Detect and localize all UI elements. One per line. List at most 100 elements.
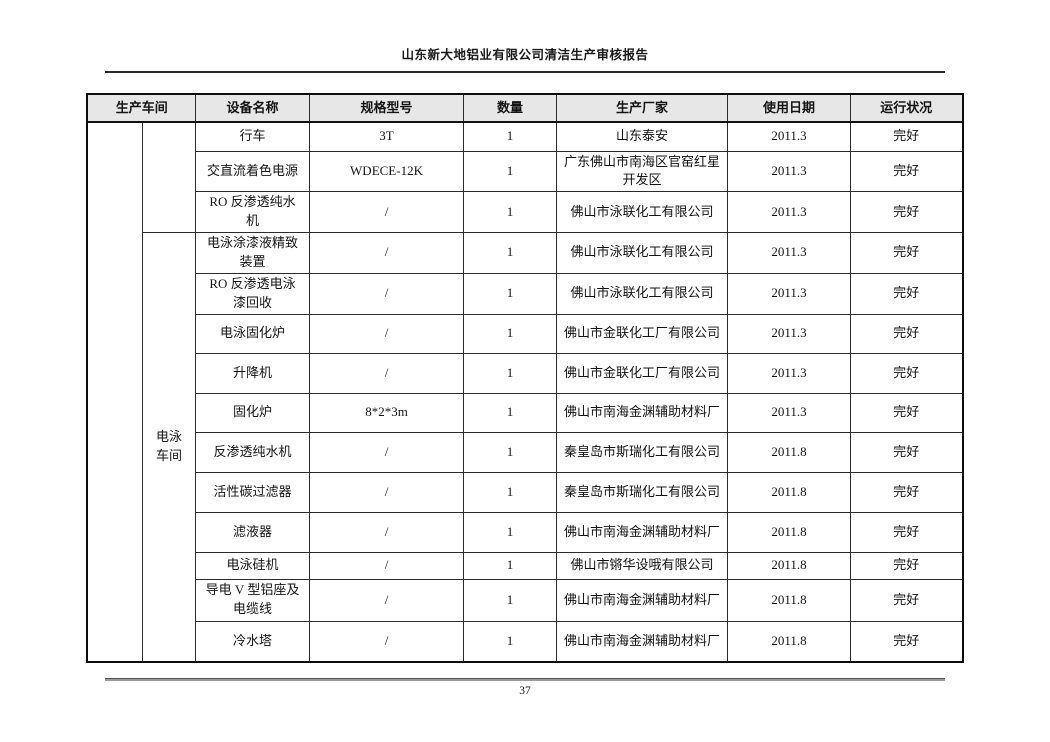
footer-rule [105,678,945,682]
spec-cell: / [309,431,464,473]
manufacturer-cell: 佛山市南海金渊辅助材料厂 [556,578,728,622]
date-cell: 2011.8 [727,471,851,513]
date-cell: 2011.8 [727,511,851,553]
spec-cell: WDECE-12K [309,150,464,193]
spec-cell: / [309,551,464,580]
table-row: 电泳固化炉 / 1 佛山市金联化工厂有限公司 2011.3 完好 [87,313,963,354]
date-cell: 2011.8 [727,431,851,473]
manufacturer-cell: 佛山市南海金渊辅助材料厂 [556,392,728,433]
equipment-name-cell: 行车 [195,121,310,152]
col-header-quantity: 数量 [463,93,557,123]
date-cell: 2011.3 [727,150,851,193]
status-cell: 完好 [850,121,963,152]
qty-cell: 1 [463,511,557,553]
qty-cell: 1 [463,578,557,622]
header-rule [105,71,945,73]
date-cell: 2011.3 [727,352,851,394]
table-row: 反渗透纯水机 / 1 秦皇岛市斯瑞化工有限公司 2011.8 完好 [87,431,963,473]
col-header-workshop: 生产车间 [86,93,197,123]
table-row: 滤液器 / 1 佛山市南海金渊辅助材料厂 2011.8 完好 [87,511,963,553]
table-row: RO 反渗透纯水机 / 1 佛山市泳联化工有限公司 2011.3 完好 [87,191,963,233]
doc-header-title: 山东新大地铝业有限公司清洁生产审核报告 [401,48,649,62]
equipment-name-cell: 电泳固化炉 [195,313,310,354]
manufacturer-cell: 广东佛山市南海区官窑红星开发区 [556,150,728,193]
spec-cell: / [309,272,464,315]
table-row: 交直流着色电源 WDECE-12K 1 广东佛山市南海区官窑红星开发区 2011… [87,150,963,193]
spec-cell: / [309,620,464,663]
qty-cell: 1 [463,121,557,152]
status-cell: 完好 [850,313,963,354]
equipment-name-cell: 固化炉 [195,392,310,433]
manufacturer-cell: 秦皇岛市斯瑞化工有限公司 [556,431,728,473]
date-cell: 2011.3 [727,121,851,152]
spec-cell: 3T [309,121,464,152]
qty-cell: 1 [463,313,557,354]
equipment-name-cell: 电泳涂漆液精致装置 [195,231,310,274]
qty-cell: 1 [463,352,557,394]
table-row: 升降机 / 1 佛山市金联化工厂有限公司 2011.3 完好 [87,352,963,394]
col-header-equipment-name: 设备名称 [195,93,310,123]
status-cell: 完好 [850,352,963,394]
qty-cell: 1 [463,431,557,473]
spec-cell: / [309,352,464,394]
table-row: 导电 V 型铝座及电缆线 / 1 佛山市南海金渊辅助材料厂 2011.8 完好 [87,578,963,622]
qty-cell: 1 [463,191,557,233]
equipment-name-cell: 冷水塔 [195,620,310,663]
equipment-name-cell: RO 反渗透纯水机 [195,191,310,233]
qty-cell: 1 [463,150,557,193]
col-header-manufacturer: 生产厂家 [556,93,728,123]
table-row: 固化炉 8*2*3m 1 佛山市南海金渊辅助材料厂 2011.3 完好 [87,392,963,433]
manufacturer-cell: 佛山市南海金渊辅助材料厂 [556,620,728,663]
spec-cell: / [309,191,464,233]
date-cell: 2011.8 [727,620,851,663]
page-number: 37 [519,685,531,698]
table-row: 电泳硅机 / 1 佛山市锵华设哦有限公司 2011.8 完好 [87,551,963,580]
manufacturer-cell: 佛山市泳联化工有限公司 [556,231,728,274]
status-cell: 完好 [850,191,963,233]
spec-cell: 8*2*3m [309,392,464,433]
manufacturer-cell: 佛山市南海金渊辅助材料厂 [556,511,728,553]
col-header-status: 运行状况 [850,93,963,123]
workshop-cell: 电泳车间 [141,231,197,663]
equipment-name-cell: 升降机 [195,352,310,394]
manufacturer-cell: 秦皇岛市斯瑞化工有限公司 [556,471,728,513]
status-cell: 完好 [850,392,963,433]
equipment-name-cell: 电泳硅机 [195,551,310,580]
table-row: 活性碳过滤器 / 1 秦皇岛市斯瑞化工有限公司 2011.8 完好 [87,471,963,513]
qty-cell: 1 [463,272,557,315]
manufacturer-cell: 佛山市金联化工厂有限公司 [556,313,728,354]
doc-header: 山东新大地铝业有限公司清洁生产审核报告 [0,0,1050,73]
status-cell: 完好 [850,620,963,663]
spec-cell: / [309,578,464,622]
date-cell: 2011.3 [727,392,851,433]
status-cell: 完好 [850,150,963,193]
qty-cell: 1 [463,471,557,513]
date-cell: 2011.3 [727,231,851,274]
date-cell: 2011.3 [727,313,851,354]
workshop-left-spacer-cell [86,121,143,663]
table-row: 电泳车间 电泳涂漆液精致装置 / 1 佛山市泳联化工有限公司 2011.3 完好 [87,231,963,663]
qty-cell: 1 [463,620,557,663]
spec-cell: / [309,471,464,513]
spec-cell: / [309,511,464,553]
spec-cell: / [309,231,464,274]
status-cell: 完好 [850,578,963,622]
col-header-spec-model: 规格型号 [309,93,464,123]
equipment-name-cell: 反渗透纯水机 [195,431,310,473]
equipment-name-cell: 活性碳过滤器 [195,471,310,513]
table-row: 行车 3T 1 山东泰安 2011.3 完好 [86,121,963,663]
workshop-previous-cell [141,121,197,233]
table-row: 冷水塔 / 1 佛山市南海金渊辅助材料厂 2011.8 完好 [87,620,963,663]
status-cell: 完好 [850,471,963,513]
date-cell: 2011.3 [727,191,851,233]
col-header-use-date: 使用日期 [727,93,851,123]
status-cell: 完好 [850,511,963,553]
manufacturer-cell: 佛山市金联化工厂有限公司 [556,352,728,394]
manufacturer-cell: 佛山市泳联化工有限公司 [556,191,728,233]
date-cell: 2011.8 [727,551,851,580]
status-cell: 完好 [850,272,963,315]
date-cell: 2011.8 [727,578,851,622]
qty-cell: 1 [463,392,557,433]
equipment-name-cell: 导电 V 型铝座及电缆线 [195,578,310,622]
